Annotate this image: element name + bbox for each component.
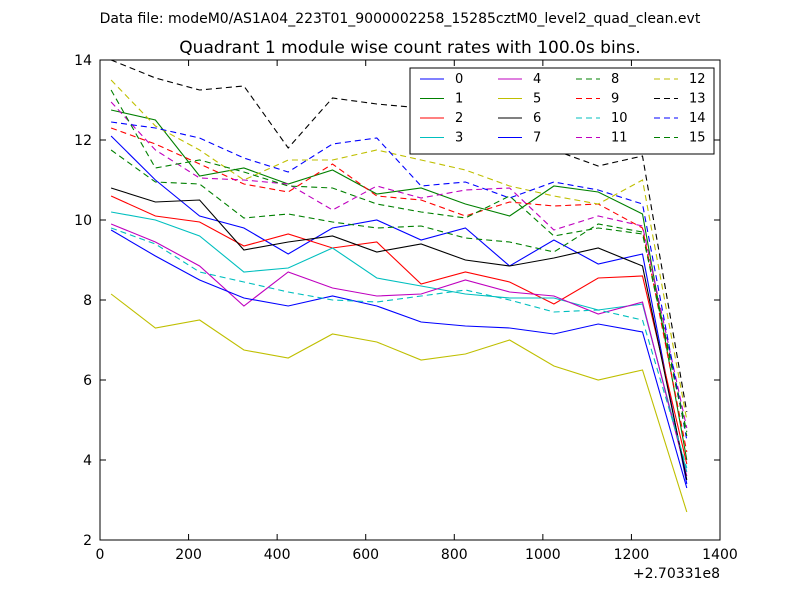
legend-label-13: 13 (689, 92, 706, 107)
x-tick-label: 1400 (702, 547, 738, 563)
x-tick-label: 0 (96, 547, 105, 563)
legend-label-0: 0 (455, 72, 463, 87)
y-tick-label: 14 (74, 53, 92, 69)
series-line-13 (110, 59, 688, 413)
x-offset-label: +2.70331e8 (633, 566, 720, 582)
y-tick-label: 6 (83, 373, 92, 389)
legend-label-3: 3 (455, 131, 463, 146)
series-line-3 (111, 211, 688, 473)
legend-label-7: 7 (533, 131, 541, 146)
legend-label-11: 11 (611, 131, 628, 146)
chart-title: Quadrant 1 module wise count rates with … (179, 38, 640, 58)
series-line-8 (110, 149, 688, 433)
x-tick-label: 800 (441, 547, 468, 563)
plot-area (110, 59, 688, 513)
series-line-6 (110, 187, 688, 481)
series-line-9 (110, 127, 688, 453)
y-tick-label: 10 (74, 213, 92, 229)
series-line-10 (110, 227, 688, 469)
chart-suptitle: Data file: modeM0/AS1A04_223T01_90000022… (100, 11, 701, 27)
series-line-5 (110, 293, 688, 513)
legend-label-1: 1 (455, 92, 463, 107)
series-line-12 (110, 79, 688, 421)
y-tick-label: 4 (83, 453, 92, 469)
series-line-0 (110, 135, 688, 485)
legend-label-6: 6 (533, 111, 541, 126)
series-line-15 (110, 89, 688, 437)
x-tick-label: 1200 (614, 547, 650, 563)
series-line-7 (110, 229, 688, 489)
y-tick-label: 2 (83, 533, 92, 549)
legend-label-4: 4 (533, 72, 541, 87)
legend-label-10: 10 (611, 111, 628, 126)
x-tick-label: 1000 (525, 547, 561, 563)
series-line-11 (110, 101, 688, 429)
x-tick-label: 600 (352, 547, 379, 563)
series-line-1 (110, 109, 688, 461)
legend-label-5: 5 (533, 92, 541, 107)
series-line-14 (111, 121, 688, 441)
series-line-2 (110, 195, 688, 465)
y-tick-label: 12 (74, 133, 92, 149)
legend-label-8: 8 (611, 72, 619, 87)
y-tick-label: 8 (83, 293, 92, 309)
x-tick-label: 400 (264, 547, 291, 563)
legend-label-15: 15 (689, 131, 706, 146)
legend-box (409, 67, 715, 155)
series-line-4 (110, 223, 688, 477)
x-tick-label: 200 (175, 547, 202, 563)
legend-label-9: 9 (611, 92, 619, 107)
legend-label-14: 14 (689, 111, 706, 126)
legend-label-12: 12 (689, 72, 706, 87)
legend-label-2: 2 (455, 111, 463, 126)
